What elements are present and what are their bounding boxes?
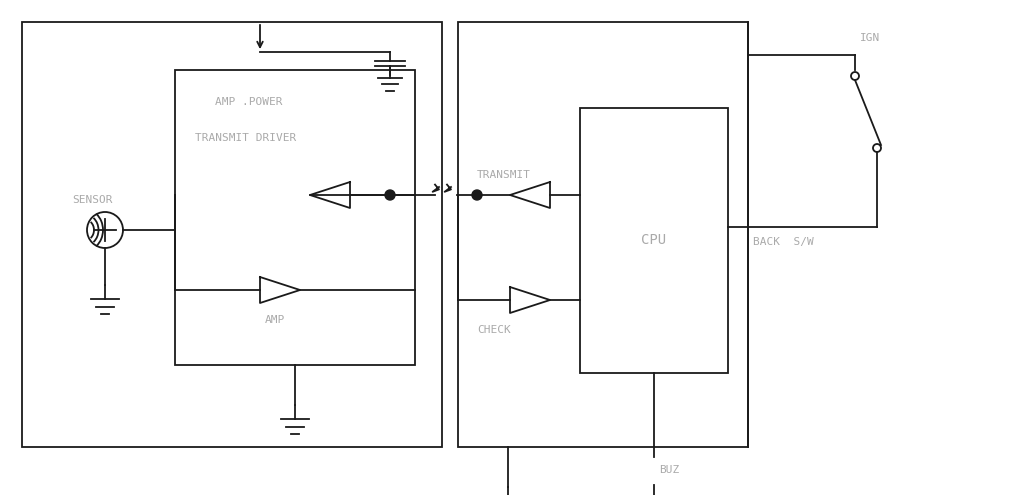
Text: TRANSMIT DRIVER: TRANSMIT DRIVER — [195, 133, 296, 143]
Bar — [580, 108, 728, 373]
Text: CPU: CPU — [641, 233, 667, 247]
Text: BUZ: BUZ — [659, 465, 679, 475]
Text: TRANSMIT: TRANSMIT — [477, 170, 531, 180]
Circle shape — [385, 190, 395, 200]
Bar — [175, 70, 415, 365]
Text: SENSOR: SENSOR — [72, 195, 112, 205]
Text: BACK  S/W: BACK S/W — [753, 237, 814, 247]
Circle shape — [472, 190, 482, 200]
Bar — [22, 22, 442, 447]
Text: IGN: IGN — [860, 33, 880, 43]
Text: CHECK: CHECK — [477, 325, 510, 335]
Text: AMP .POWER: AMP .POWER — [215, 97, 283, 107]
Bar — [458, 22, 748, 447]
Text: AMP: AMP — [265, 315, 285, 325]
